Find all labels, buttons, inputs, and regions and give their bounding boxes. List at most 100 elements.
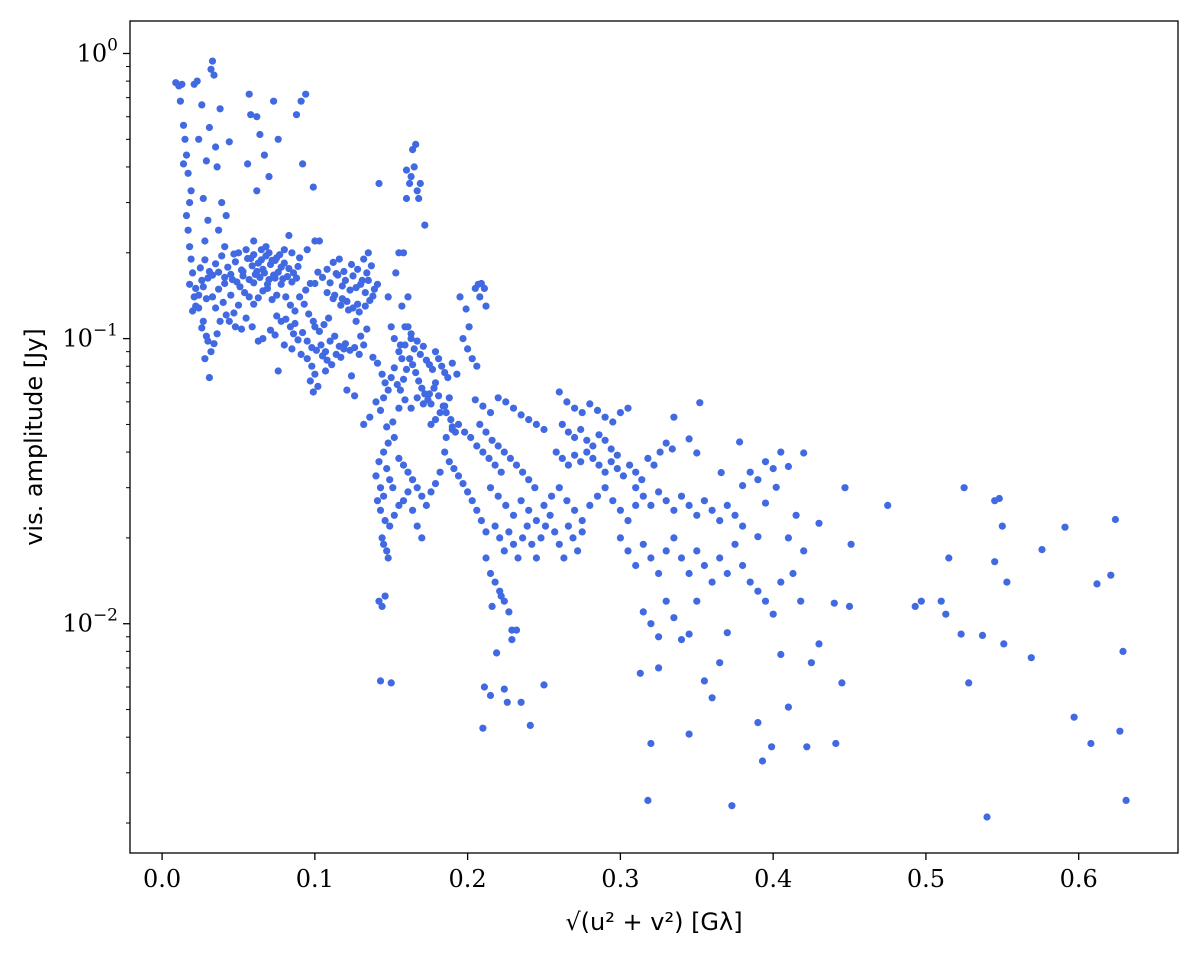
data-point [479,448,487,456]
data-point [225,138,233,146]
data-point [213,163,221,171]
data-point [655,569,663,578]
data-point [803,743,811,751]
data-point [447,416,455,424]
data-point [215,268,223,276]
data-point [340,267,348,276]
data-point [677,636,686,644]
data-point [1070,713,1078,721]
data-point [325,314,333,322]
data-point [668,445,676,453]
data-point [532,420,541,428]
data-point [442,409,450,417]
data-point [445,458,453,466]
data-point [216,317,224,325]
data-point [376,406,385,414]
data-point [450,465,458,473]
data-point [815,640,823,648]
data-point [419,342,427,350]
data-point [647,739,655,748]
data-point [477,517,485,525]
data-point [416,350,424,358]
data-point [662,547,670,555]
data-point [700,561,709,570]
data-point [308,362,316,370]
data-point [456,293,464,301]
data-point [444,374,452,382]
data-point [677,492,686,500]
data-point [1107,571,1115,579]
data-point [395,348,403,356]
data-point [221,279,229,288]
data-point [583,448,591,456]
data-point [945,554,953,562]
data-point [459,335,467,343]
data-point [260,151,268,159]
data-point [326,337,334,345]
data-point [343,386,351,394]
data-point [500,448,508,456]
data-point [537,534,545,542]
data-point [176,97,184,105]
data-point [593,406,602,414]
data-point [231,258,239,266]
data-point [448,359,456,367]
data-point [445,394,453,402]
data-point [196,264,204,272]
data-point [409,146,417,154]
data-point [496,534,504,542]
data-point [418,384,426,392]
data-point [407,404,415,412]
data-point [189,307,197,315]
data-point [376,677,385,685]
data-point [662,497,670,505]
data-point [404,293,412,301]
data-point [716,554,724,562]
data-point [317,341,325,349]
data-point [595,461,603,469]
data-point [555,484,563,492]
data-point [717,469,725,477]
x-tick-label: 0.6 [1060,865,1098,893]
data-point [792,511,800,519]
data-point [337,301,345,309]
data-point [375,458,383,466]
data-point [274,135,282,143]
data-point [438,362,446,370]
data-point [222,311,230,319]
data-point [647,554,655,562]
data-point [525,416,533,424]
data-point [512,626,521,634]
data-point [378,370,386,378]
data-point [320,321,328,329]
data-point [273,312,281,320]
data-point [558,420,566,428]
data-point [381,517,389,525]
data-point [347,260,356,269]
data-point [208,57,217,65]
data-point [399,375,408,383]
data-point [215,226,223,234]
data-point [441,402,449,410]
data-point [225,317,233,325]
data-point [380,448,388,456]
data-point [436,468,444,476]
data-point [376,484,385,492]
data-point [491,461,499,469]
data-point [613,465,621,473]
data-point [210,340,218,348]
data-point [224,263,232,271]
data-point [784,462,793,471]
data-point [436,409,444,417]
data-point [297,350,305,358]
data-point [412,140,420,148]
data-point [784,703,793,711]
data-point [560,554,568,562]
data-point [270,97,278,105]
data-point [453,370,461,378]
data-point [380,492,388,500]
data-point [571,506,579,514]
data-point [1000,640,1008,648]
